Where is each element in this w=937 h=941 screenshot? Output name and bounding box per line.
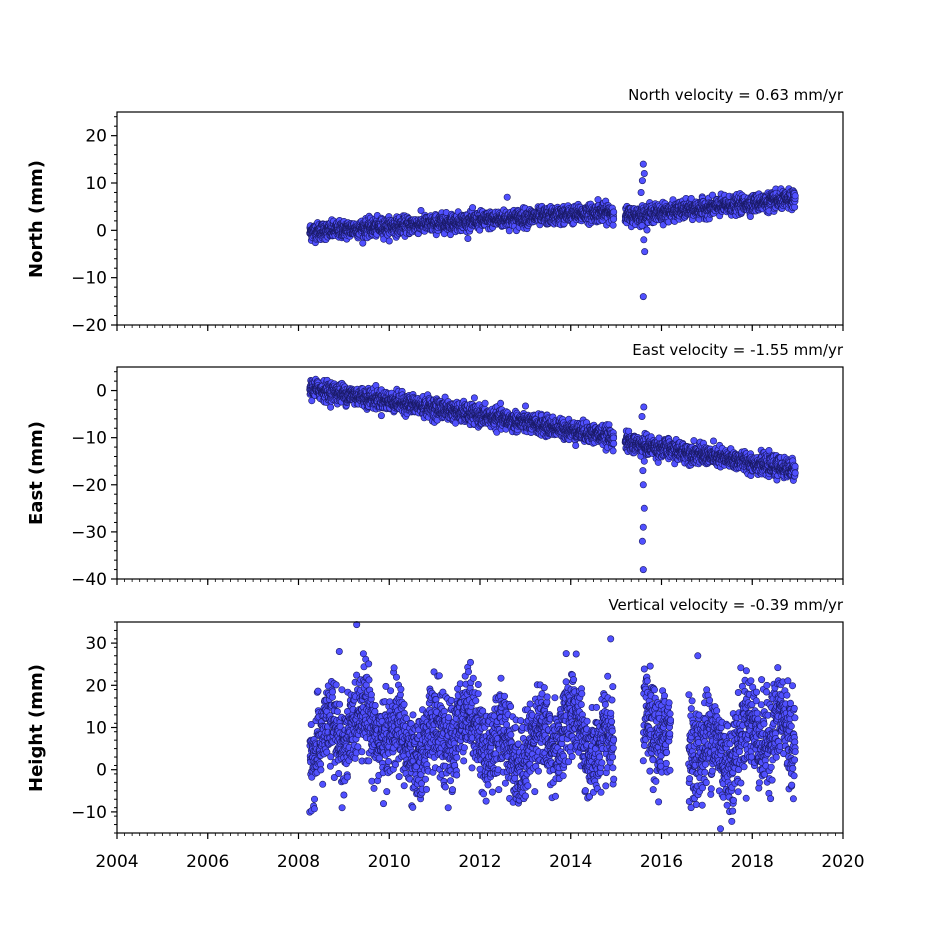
data-point <box>482 400 488 406</box>
data-point <box>504 194 510 200</box>
y-tick-label: 0 <box>96 221 107 241</box>
north-y-axis-label: North (mm) <box>26 160 47 278</box>
data-point <box>638 189 644 195</box>
data-point <box>360 240 366 246</box>
north-panel: North velocity = 0.63 mm/yr North (mm) −… <box>26 86 844 336</box>
data-point <box>522 403 528 409</box>
data-point <box>747 213 753 219</box>
data-point <box>497 400 503 406</box>
east-plot-area: −40−30−20−100 <box>71 367 843 590</box>
east-velocity-title: East velocity = -1.55 mm/yr <box>632 341 844 359</box>
data-points <box>307 161 799 300</box>
data-point <box>610 216 616 222</box>
data-point <box>386 238 392 244</box>
data-point <box>641 237 647 243</box>
data-point <box>378 412 384 418</box>
data-point <box>640 293 646 299</box>
data-point <box>471 395 477 401</box>
data-point <box>639 222 645 228</box>
y-tick-label: 10 <box>85 174 107 194</box>
y-tick-label: −20 <box>71 316 107 336</box>
data-point <box>465 235 471 241</box>
data-point <box>610 222 616 228</box>
data-point <box>327 404 333 410</box>
north-velocity-title: North velocity = 0.63 mm/yr <box>628 86 844 104</box>
data-point <box>642 248 648 254</box>
data-point <box>595 196 601 202</box>
data-point <box>791 204 797 210</box>
data-point <box>469 204 475 210</box>
y-tick-label: −10 <box>71 269 107 289</box>
y-tick-label: 20 <box>85 127 107 147</box>
data-point <box>644 227 650 233</box>
east-panel: East velocity = -1.55 mm/yr East (mm) −4… <box>26 341 844 590</box>
data-point <box>611 209 617 215</box>
north-plot-area: −20 −10 0 10 20 <box>71 112 843 336</box>
data-point <box>641 170 647 176</box>
data-point <box>640 161 646 167</box>
data-point <box>792 193 798 199</box>
data-point <box>639 177 645 183</box>
east-y-axis-label: East (mm) <box>26 421 47 525</box>
data-points <box>307 376 799 573</box>
